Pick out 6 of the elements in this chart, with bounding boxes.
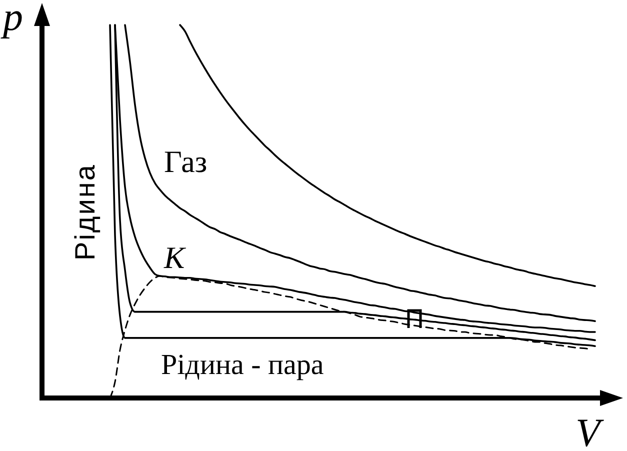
y-axis-title: p xyxy=(0,0,23,39)
annotation: Газ xyxy=(164,144,208,179)
annotation: Рідина - пара xyxy=(161,349,324,381)
x-axis-title: V xyxy=(576,410,605,451)
annotation: К xyxy=(163,240,187,275)
text: Рідина xyxy=(70,164,100,260)
